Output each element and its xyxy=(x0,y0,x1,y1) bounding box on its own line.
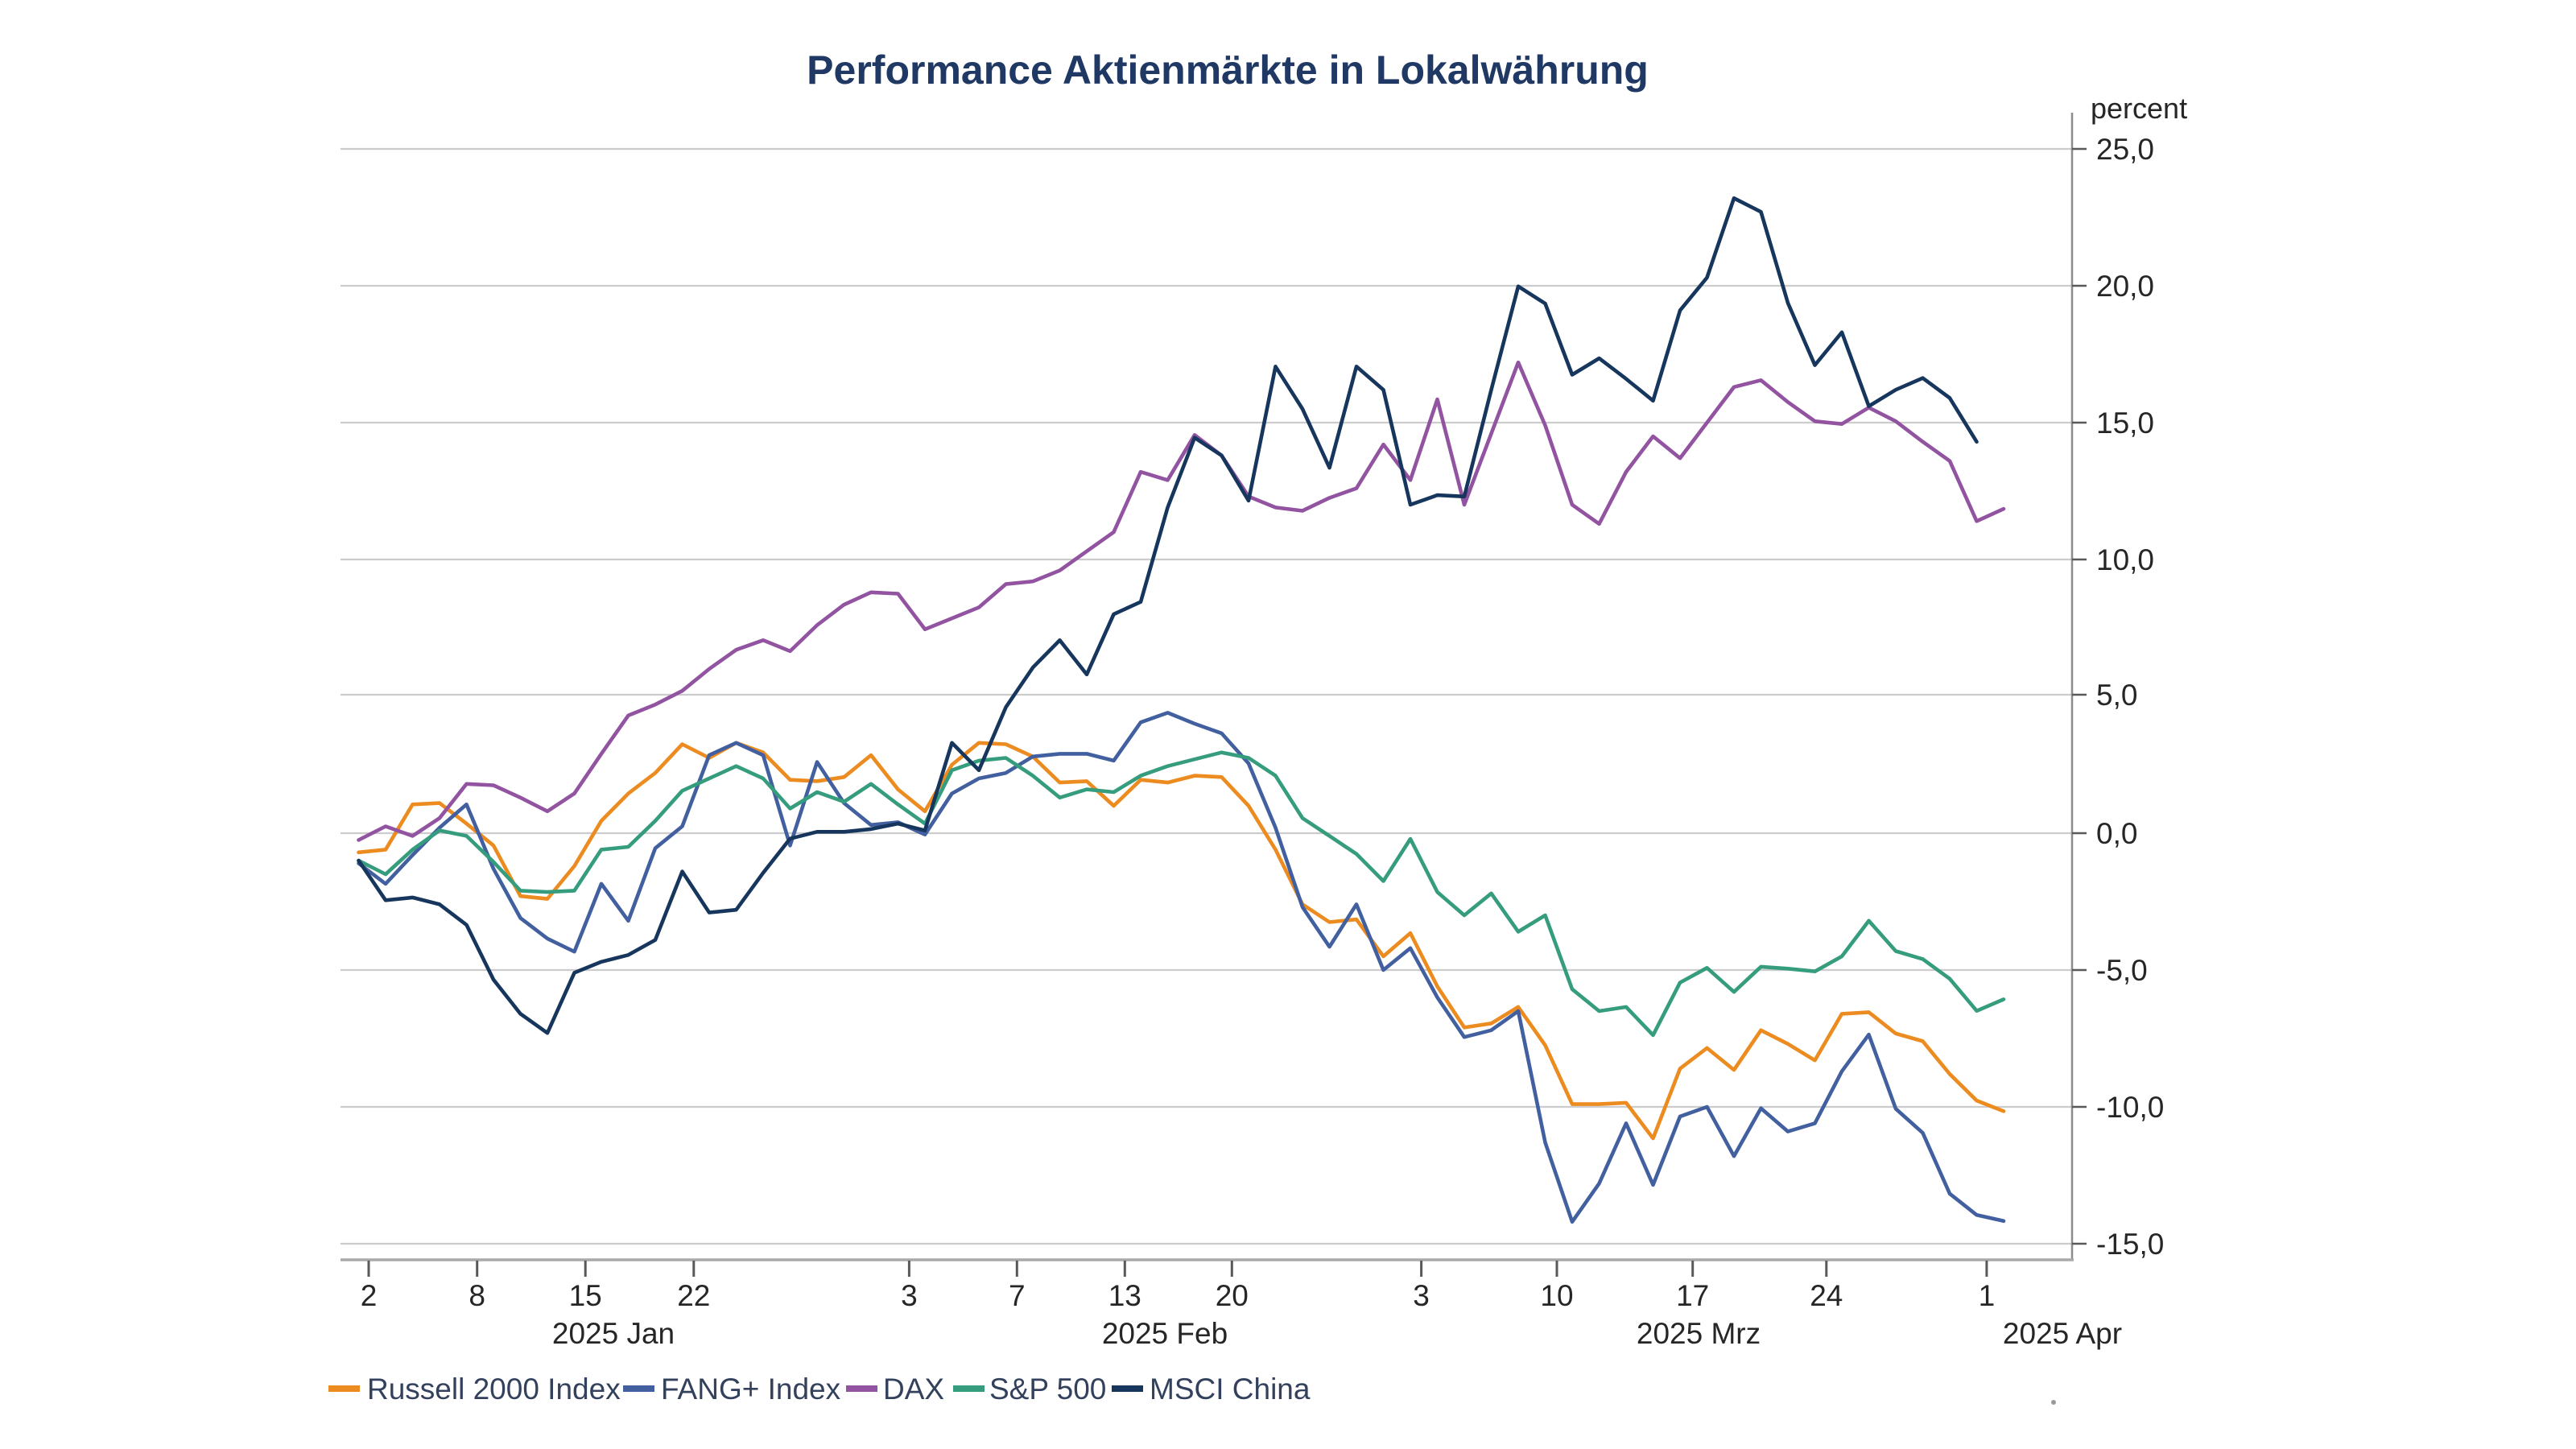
svg-text:Performance Aktienmärkte in Lo: Performance Aktienmärkte in Lokalwährung xyxy=(807,47,1649,93)
svg-text:7: 7 xyxy=(1009,1279,1026,1312)
svg-text:15: 15 xyxy=(569,1279,602,1312)
svg-text:8: 8 xyxy=(469,1279,485,1312)
svg-text:2: 2 xyxy=(361,1279,378,1312)
svg-text:0,0: 0,0 xyxy=(2096,817,2137,850)
svg-text:2025 Apr: 2025 Apr xyxy=(2003,1317,2122,1350)
svg-text:Russell 2000 Index: Russell 2000 Index xyxy=(367,1373,621,1406)
svg-text:17: 17 xyxy=(1676,1279,1709,1312)
svg-text:-10,0: -10,0 xyxy=(2096,1091,2164,1124)
svg-text:25,0: 25,0 xyxy=(2096,133,2154,166)
svg-text:10: 10 xyxy=(1540,1279,1573,1312)
svg-text:15,0: 15,0 xyxy=(2096,407,2154,440)
svg-text:FANG+ Index: FANG+ Index xyxy=(661,1373,841,1406)
svg-text:-15,0: -15,0 xyxy=(2096,1228,2164,1261)
svg-text:-5,0: -5,0 xyxy=(2096,954,2148,987)
svg-text:10,0: 10,0 xyxy=(2096,543,2154,576)
svg-text:13: 13 xyxy=(1108,1279,1141,1312)
svg-text:22: 22 xyxy=(677,1279,710,1312)
svg-text:percent: percent xyxy=(2091,92,2187,125)
svg-text:2025 Mrz: 2025 Mrz xyxy=(1637,1317,1761,1350)
svg-text:3: 3 xyxy=(1413,1279,1430,1312)
svg-text:3: 3 xyxy=(901,1279,918,1312)
svg-text:MSCI China: MSCI China xyxy=(1150,1373,1311,1406)
svg-text:20: 20 xyxy=(1216,1279,1249,1312)
svg-text:5,0: 5,0 xyxy=(2096,679,2137,712)
svg-text:24: 24 xyxy=(1810,1279,1843,1312)
svg-text:S&P 500: S&P 500 xyxy=(989,1373,1106,1406)
svg-text:20,0: 20,0 xyxy=(2096,270,2154,303)
svg-text:2025 Feb: 2025 Feb xyxy=(1102,1317,1228,1350)
svg-text:DAX: DAX xyxy=(883,1373,944,1406)
svg-text:1: 1 xyxy=(1979,1279,1996,1312)
svg-text:2025 Jan: 2025 Jan xyxy=(552,1317,675,1350)
